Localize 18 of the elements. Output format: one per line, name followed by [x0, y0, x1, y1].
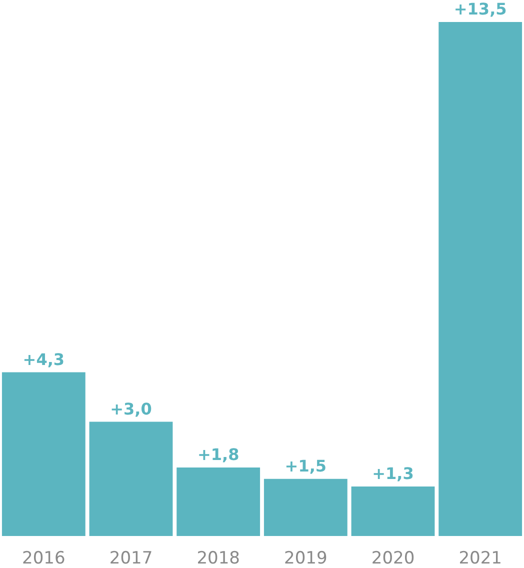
- x-tick-label: 2018: [196, 548, 240, 568]
- x-tick-label: 2019: [284, 548, 328, 568]
- data-label: +1,8: [197, 444, 240, 464]
- x-tick-label: 2021: [458, 548, 502, 568]
- x-tick-label: 2020: [371, 548, 415, 568]
- x-tick-label: 2017: [109, 548, 153, 568]
- bar: [89, 422, 173, 536]
- bar: [176, 467, 260, 536]
- bar: [438, 22, 522, 536]
- bar: [264, 478, 348, 536]
- bar: [351, 486, 435, 536]
- data-label: +13,5: [454, 0, 507, 18]
- data-label: +1,3: [372, 464, 414, 484]
- x-tick-label: 2016: [22, 548, 66, 568]
- data-label: +1,5: [284, 456, 327, 476]
- bar: [2, 372, 86, 536]
- data-label: +4,3: [22, 350, 65, 369]
- data-label: +3,0: [110, 399, 152, 418]
